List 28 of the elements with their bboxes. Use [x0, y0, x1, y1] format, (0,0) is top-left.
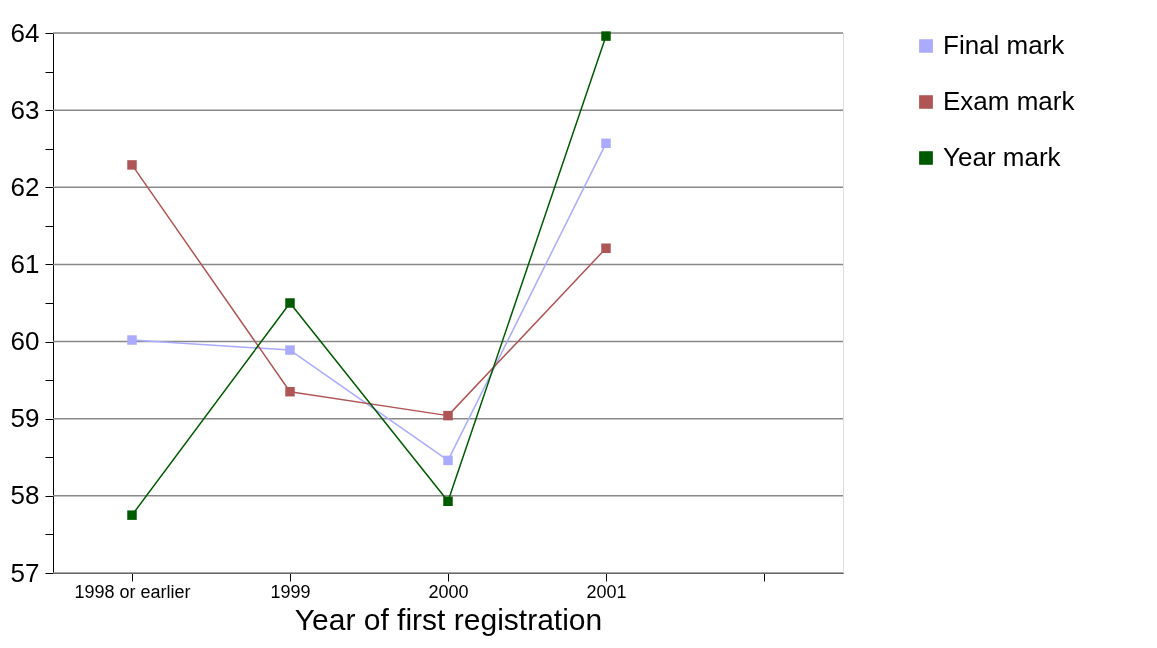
x-tick-label: 2000: [428, 581, 469, 602]
point: [285, 345, 295, 355]
point: [601, 31, 611, 41]
point: [443, 455, 453, 466]
y-tick-label: 61: [10, 248, 40, 279]
y-tick-label: 60: [10, 326, 40, 357]
point: [443, 410, 453, 421]
point: [443, 496, 453, 506]
point: [601, 243, 611, 253]
y-tick-label: 63: [10, 94, 40, 125]
point: [127, 160, 137, 170]
x-tick-label: 1999: [270, 581, 311, 602]
x-axis-title: Year of first registration: [294, 602, 603, 636]
x-tick-label: 1998 or earlier: [74, 581, 191, 602]
point: [285, 298, 295, 308]
y-tick-label: 57: [10, 557, 40, 588]
legend-label: Final mark: [943, 30, 1066, 60]
y-tick-label: 64: [10, 17, 40, 48]
point: [127, 510, 137, 520]
point: [285, 386, 295, 397]
y-tick-label: 58: [10, 480, 40, 511]
legend-label: Exam mark: [943, 86, 1076, 116]
y-tick-label: 59: [10, 403, 40, 434]
y-tick-label: 62: [10, 171, 40, 202]
point: [127, 335, 137, 345]
point: [601, 138, 611, 149]
legend-label: Year mark: [943, 142, 1062, 172]
x-tick-label: 2001: [586, 581, 627, 602]
